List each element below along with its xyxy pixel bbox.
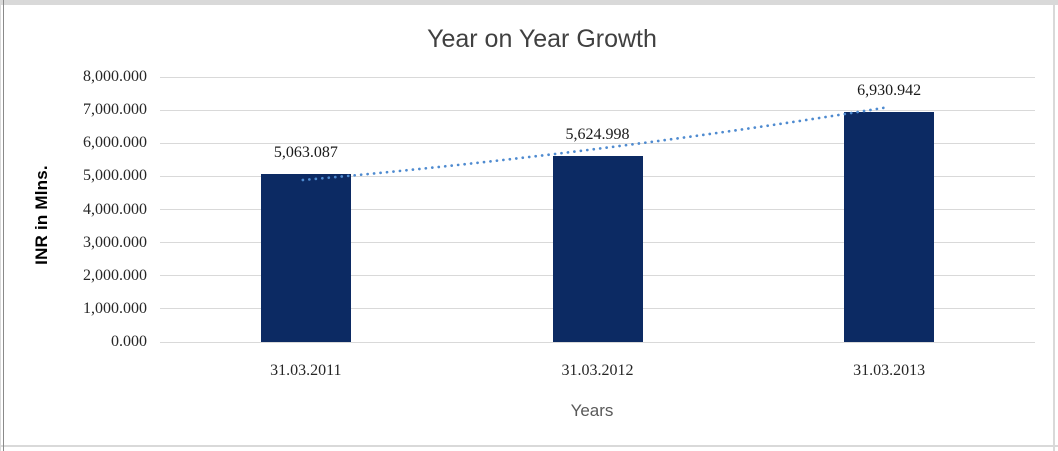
bar-value-label: 6,930.942	[857, 82, 922, 100]
y-tick-label: 4,000.000	[83, 200, 147, 218]
x-tick-label: 31.03.2013	[853, 362, 926, 379]
frame-left-edge	[3, 0, 4, 451]
x-tick-label: 31.03.2011	[270, 362, 342, 379]
y-tick-label: 6,000.000	[83, 134, 147, 152]
bar-value-label: 5,063.087	[273, 144, 338, 162]
frame-top-edge	[0, 0, 1058, 5]
frame-right-edge	[1053, 0, 1055, 451]
gridline	[160, 341, 1035, 343]
x-tick-label: 31.03.2012	[561, 362, 634, 379]
frame-bottom-edge	[0, 445, 1058, 447]
y-tick-label: 2,000.000	[83, 266, 147, 284]
bar	[260, 174, 351, 342]
frame-left-outer-edge	[0, 0, 1, 451]
y-tick-label: 7,000.000	[83, 101, 147, 119]
bar	[552, 155, 643, 342]
y-tick-label: 8,000.000	[83, 68, 147, 85]
x-axis-title: Years	[570, 401, 614, 420]
bar	[844, 112, 935, 342]
gridline	[160, 76, 1035, 78]
y-tick-label: 3,000.000	[83, 233, 147, 251]
y-tick-label: 0.000	[111, 333, 147, 350]
y-tick-label: 1,000.000	[83, 299, 147, 317]
chart-title: Year on Year Growth	[427, 25, 657, 53]
y-axis-title: INR in Mlns.	[32, 165, 51, 265]
bar-value-label: 5,624.998	[565, 125, 630, 143]
gridline	[160, 109, 1035, 111]
y-tick-label: 5,000.000	[83, 167, 147, 185]
